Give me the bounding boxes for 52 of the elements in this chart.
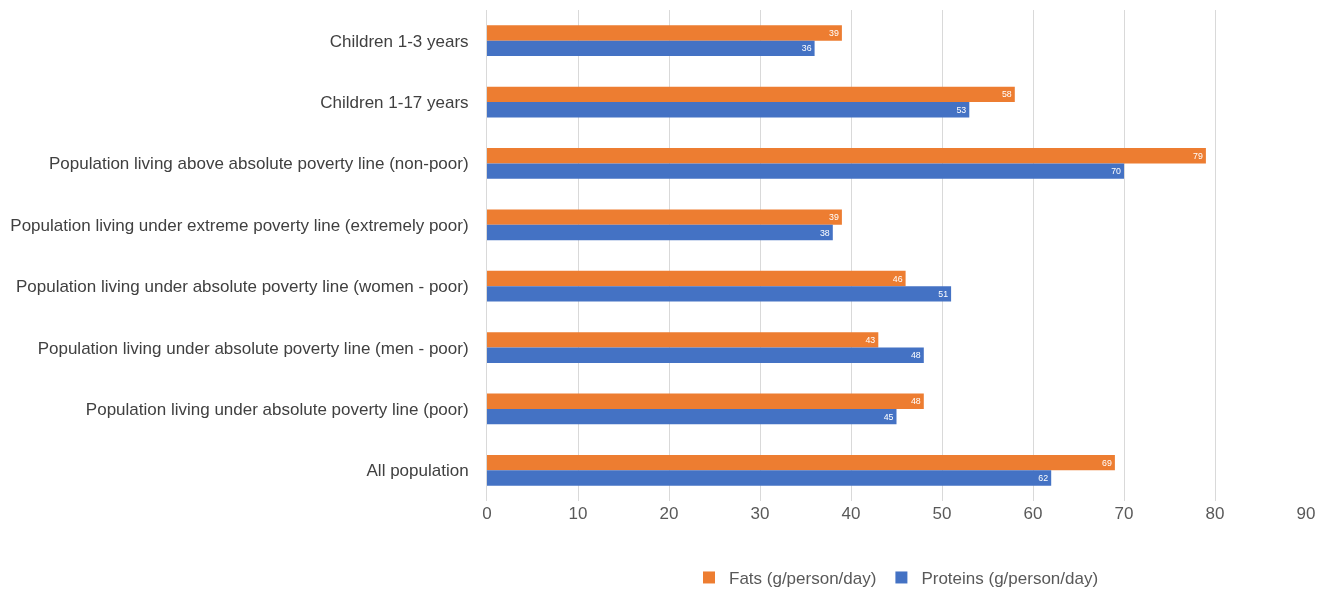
data-label: 36 <box>801 43 812 54</box>
bar <box>487 224 833 241</box>
x-tick-label: 20 <box>659 504 679 523</box>
y-tick-label: All population <box>366 461 469 481</box>
x-tick-label: 30 <box>750 504 770 523</box>
bar <box>487 332 879 348</box>
bar <box>487 408 897 425</box>
bar <box>487 148 1206 164</box>
x-tick-label: 0 <box>482 504 492 523</box>
bar <box>487 209 842 225</box>
bar <box>487 270 906 287</box>
data-label: 51 <box>938 288 949 299</box>
data-label: 69 <box>1102 457 1112 468</box>
bar <box>487 40 815 57</box>
bar <box>487 454 1115 471</box>
data-label: 79 <box>1193 150 1203 161</box>
x-tick-label: 90 <box>1296 504 1316 523</box>
data-label: 62 <box>1038 473 1049 484</box>
data-label: 53 <box>956 104 967 115</box>
bar <box>487 25 842 41</box>
data-label: 48 <box>910 350 921 361</box>
legend-label: Fats (g/person/day) <box>729 569 877 589</box>
y-tick-label: Children 1-3 years <box>329 31 469 51</box>
data-label: 39 <box>829 28 839 39</box>
y-tick-label: Children 1-17 years <box>320 93 469 113</box>
legend-label: Proteins (g/person/day) <box>921 569 1099 589</box>
bar <box>487 347 924 363</box>
x-tick-label: 50 <box>932 504 952 523</box>
bar <box>487 286 952 302</box>
y-tick-label: Population living under absolute poverty line (men - poor) <box>37 338 469 358</box>
x-tick-label: 60 <box>1023 504 1043 523</box>
y-tick-label: Population living under absolute poverty line (women - poor) <box>15 277 469 297</box>
data-label: 38 <box>819 227 830 238</box>
x-tick-label: 40 <box>841 504 861 523</box>
data-label: 48 <box>910 396 921 407</box>
data-label: 46 <box>892 273 903 284</box>
x-tick-label: 80 <box>1205 504 1225 523</box>
data-label: 45 <box>883 411 894 422</box>
bar <box>487 102 970 118</box>
x-tick-label: 10 <box>568 504 588 523</box>
data-label: 43 <box>865 334 876 345</box>
bar <box>487 470 1052 486</box>
y-tick-label: Population living under absolute poverty line (poor) <box>85 399 469 419</box>
data-label: 39 <box>829 212 839 223</box>
y-tick-label: Population living above absolute poverty line (non-poor) <box>48 154 469 174</box>
data-label: 58 <box>1001 89 1012 100</box>
y-tick-label: Population living under extreme poverty line (extremely poor) <box>10 215 469 235</box>
bar <box>487 163 1124 179</box>
bar <box>487 86 1015 103</box>
bar <box>487 393 924 409</box>
x-tick-label: 70 <box>1114 504 1134 523</box>
data-label: 70 <box>1111 166 1122 177</box>
